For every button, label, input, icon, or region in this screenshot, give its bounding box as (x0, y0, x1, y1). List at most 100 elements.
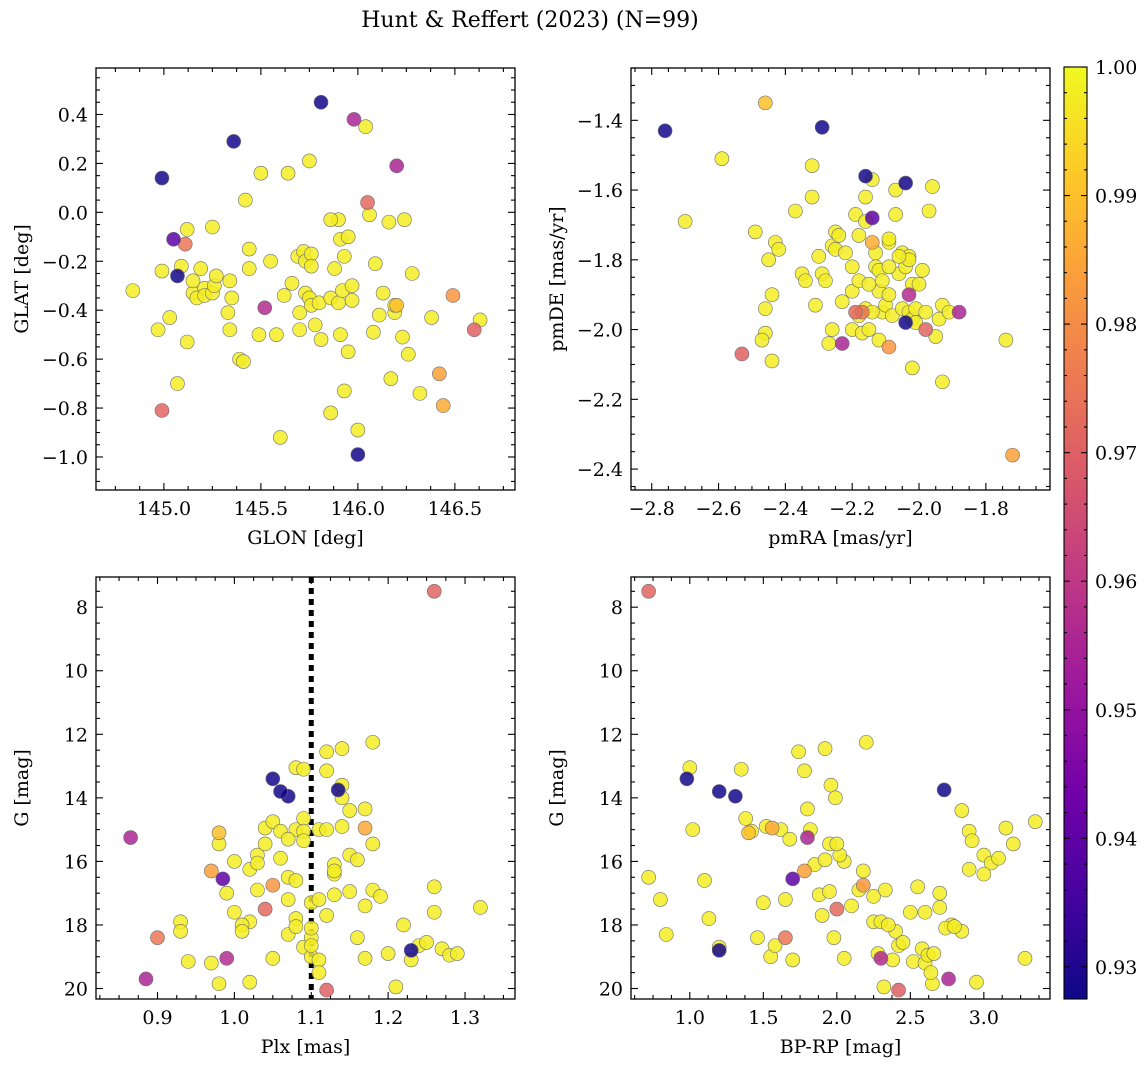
y-tick-label: −2.0 (577, 320, 623, 342)
data-point (257, 901, 273, 917)
data-point (388, 979, 404, 995)
data-point (876, 979, 892, 995)
y-tick-label: −0.8 (42, 398, 88, 420)
data-point (412, 386, 428, 401)
data-point (891, 249, 907, 264)
scatter-points (641, 583, 1043, 998)
data-point (898, 315, 913, 330)
data-point (358, 119, 373, 135)
data-point (998, 332, 1014, 348)
data-point (424, 310, 439, 325)
data-point (711, 784, 727, 799)
data-point (891, 982, 906, 998)
data-point (641, 869, 656, 885)
data-point (895, 935, 911, 950)
data-point (866, 889, 881, 904)
data-point (871, 332, 887, 348)
data-point (818, 273, 833, 289)
data-point (714, 151, 730, 166)
data-point (1005, 836, 1021, 852)
data-point (227, 854, 242, 869)
data-point (925, 179, 940, 194)
data-point (426, 904, 442, 920)
data-point (236, 354, 251, 369)
data-point (798, 273, 813, 289)
data-point (905, 360, 920, 376)
data-point (685, 822, 701, 837)
data-point (241, 241, 257, 257)
x-tick-label: 1.0 (675, 1007, 705, 1029)
data-point (653, 892, 668, 907)
x-tick-label: 146.5 (428, 498, 482, 520)
data-point (898, 175, 913, 191)
data-point (848, 304, 863, 320)
y-axis-label: G [mag] (11, 749, 33, 827)
data-point (331, 295, 346, 311)
data-point (272, 430, 288, 445)
data-point (319, 982, 334, 998)
data-point (350, 852, 365, 868)
data-point (864, 235, 880, 250)
data-point (357, 820, 373, 836)
y-tick-label: −2.2 (577, 389, 623, 411)
data-point (844, 283, 860, 299)
x-tick-label: 1.1 (296, 1007, 326, 1029)
data-point (826, 930, 842, 945)
data-point (426, 879, 442, 895)
data-point (831, 228, 847, 243)
data-point (162, 310, 178, 325)
data-point (921, 203, 937, 219)
data-point (226, 134, 242, 149)
data-point (251, 327, 267, 342)
data-point (371, 307, 387, 323)
data-point (404, 266, 420, 281)
data-point (926, 946, 942, 961)
data-point (366, 324, 381, 340)
data-point (373, 889, 388, 904)
data-point (327, 863, 342, 879)
data-point (998, 820, 1014, 836)
data-point (855, 863, 871, 879)
y-tick-label: 18 (599, 915, 623, 937)
panel-plx-g: 0.9 1.0 1.1 1.2 1.3 8 10 12 14 16 18 20 Plx [mas] G [… (11, 576, 516, 1058)
data-point (336, 383, 352, 399)
data-point (303, 938, 319, 953)
data-point (858, 168, 873, 184)
data-point (208, 268, 224, 284)
x-tick-label: 1.3 (450, 1007, 480, 1029)
data-point (910, 879, 925, 895)
x-tick-label: 2.0 (822, 1007, 852, 1029)
x-tick-label: −2.6 (695, 498, 741, 520)
y-tick-label: 8 (611, 597, 623, 619)
y-tick-label: 14 (599, 788, 623, 810)
y-tick-label: 14 (64, 788, 88, 810)
data-point (834, 294, 850, 309)
data-point (319, 744, 334, 760)
data-point (273, 850, 288, 866)
data-point (357, 898, 373, 914)
data-point (222, 273, 238, 289)
data-point (836, 951, 852, 966)
data-point (1017, 951, 1033, 966)
data-point (304, 258, 319, 274)
data-point (311, 892, 327, 907)
data-point (219, 885, 234, 901)
colorbar-tick-label: 0.94 (1095, 828, 1137, 850)
data-point (432, 366, 447, 382)
x-tick-label: −2.4 (762, 498, 808, 520)
data-point (829, 836, 845, 852)
data-point (401, 346, 416, 362)
y-tick-label: 18 (64, 915, 88, 937)
data-point (185, 273, 201, 289)
data-point (125, 283, 141, 298)
data-point (873, 951, 889, 966)
data-point (211, 825, 227, 841)
data-point (764, 820, 780, 836)
data-point (265, 951, 281, 966)
data-point (976, 866, 992, 882)
data-point (215, 871, 231, 887)
data-point (701, 911, 717, 926)
data-point (928, 329, 944, 344)
data-point (357, 951, 373, 966)
data-point (821, 336, 837, 351)
